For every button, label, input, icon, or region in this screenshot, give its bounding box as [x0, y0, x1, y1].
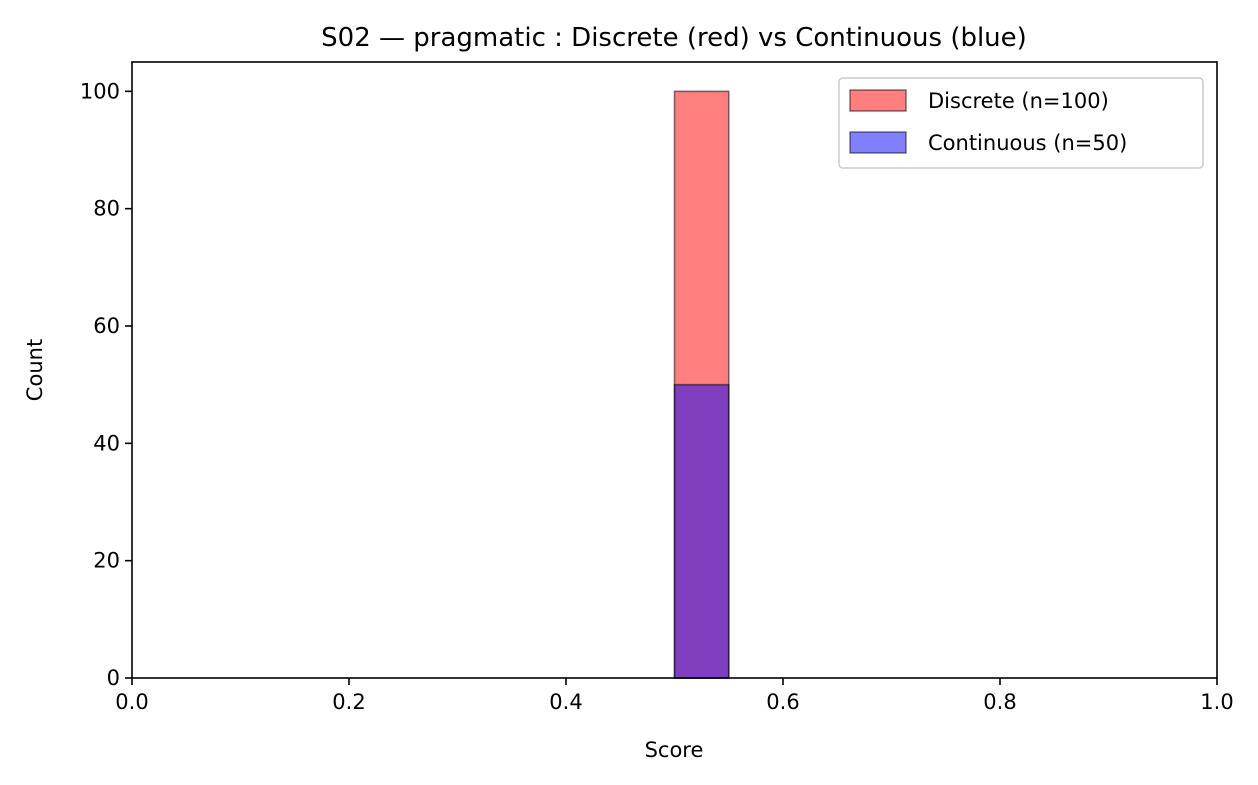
legend-label-discrete: Discrete (n=100): [928, 89, 1109, 113]
bar-continuous-0: [673, 383, 730, 679]
x-tick-label: 0.4: [549, 690, 582, 714]
y-tick-label: 20: [93, 549, 120, 573]
y-axis-ticks: 0 20 40 60 80 100: [80, 79, 132, 690]
x-tick-label: 0.2: [332, 690, 365, 714]
plot-frame: [131, 61, 1218, 679]
x-axis-label: Score: [645, 738, 704, 762]
y-axis-label: Count: [23, 339, 47, 401]
x-tick-label: 0.8: [983, 690, 1016, 714]
x-axis-ticks: 0.0 0.2 0.4 0.6 0.8 1.0: [115, 678, 1234, 714]
bars-layer: [673, 90, 730, 679]
legend-label-continuous: Continuous (n=50): [928, 131, 1127, 155]
y-tick-label: 40: [93, 431, 120, 455]
chart-title: S02 — pragmatic : Discrete (red) vs Cont…: [321, 23, 1027, 53]
legend-swatch-discrete: [849, 89, 907, 112]
x-tick-label: 0.0: [115, 690, 148, 714]
legend-swatch-continuous: [849, 131, 907, 154]
y-tick-label: 100: [80, 79, 120, 103]
y-tick-label: 80: [93, 197, 120, 221]
legend: Discrete (n=100) Continuous (n=50): [838, 77, 1204, 169]
x-tick-label: 1.0: [1200, 690, 1233, 714]
y-tick-label: 60: [93, 314, 120, 338]
y-tick-label: 0: [107, 666, 120, 690]
x-tick-label: 0.6: [766, 690, 799, 714]
legend-box: [838, 77, 1204, 169]
